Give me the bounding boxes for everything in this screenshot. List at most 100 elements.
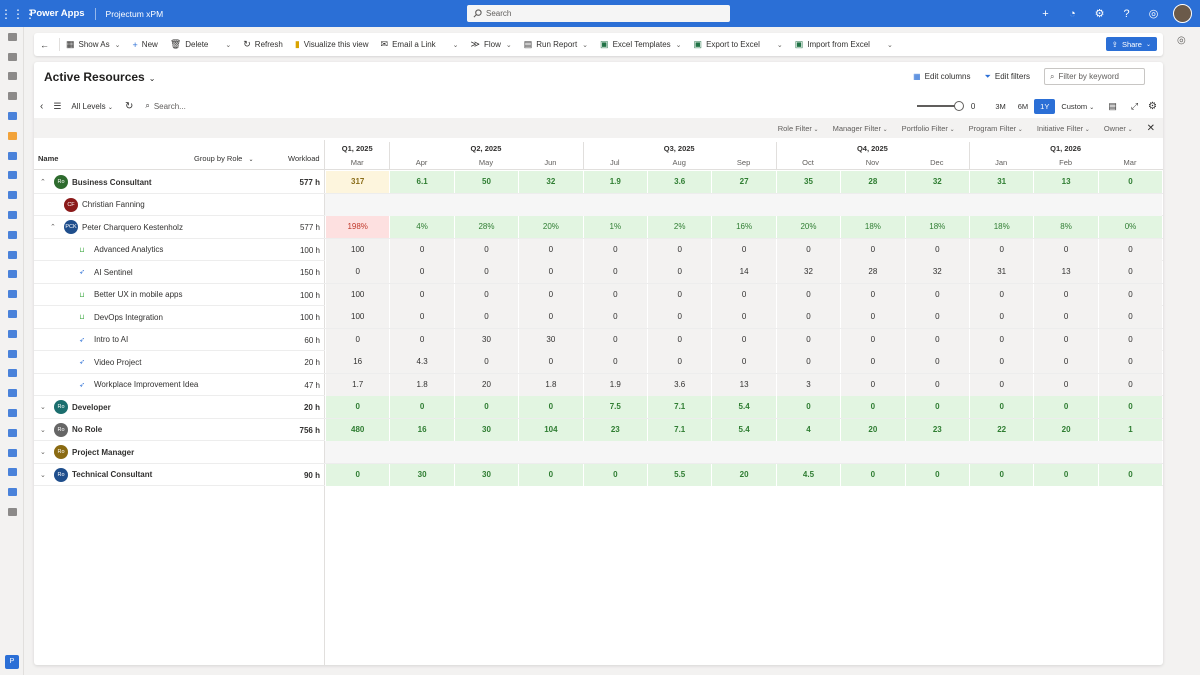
allocation-cell[interactable]: 0	[325, 396, 390, 418]
allocation-cell[interactable]: 1.7	[325, 373, 390, 396]
global-search-input[interactable]: Search	[467, 5, 730, 22]
allocation-cell[interactable]: 16	[325, 351, 390, 373]
allocation-cell[interactable]: 4.3	[389, 351, 454, 373]
plus-icon[interactable]: +	[1042, 7, 1049, 20]
nav-home-icon[interactable]	[0, 106, 24, 126]
allocation-cell[interactable]: 0	[1033, 283, 1098, 306]
expand-chevron-icon[interactable]: ⌄	[40, 404, 46, 411]
allocation-cell[interactable]: 3.6	[647, 373, 712, 396]
allocation-cell[interactable]: 0	[325, 261, 390, 283]
allocation-cell[interactable]: 30	[453, 463, 519, 486]
edit-filters-button[interactable]: ⏷ Edit filters	[984, 72, 1030, 82]
allocation-cell[interactable]: 13	[1033, 261, 1098, 283]
allocation-cell[interactable]: 0	[969, 373, 1034, 396]
allocation-cell[interactable]: 0	[840, 396, 905, 418]
allocation-cell[interactable]: 4	[775, 418, 841, 441]
zoom-6m-button[interactable]: 6M	[1017, 101, 1029, 111]
allocation-cell[interactable]: 13	[711, 373, 776, 396]
keyword-filter-input[interactable]: ⌕ Filter by keyword	[1044, 68, 1145, 85]
allocation-cell[interactable]: 31	[969, 171, 1034, 193]
allocation-cell[interactable]: 0	[1033, 328, 1098, 351]
app-name[interactable]: Power Apps	[30, 8, 85, 19]
allocation-cell[interactable]: 0	[582, 306, 647, 328]
allocation-cell[interactable]: 0	[389, 238, 454, 261]
flow-button[interactable]: ≫ Flow ⌄	[465, 33, 518, 56]
collapse-chevron-icon[interactable]: ⌃	[40, 179, 46, 186]
filter-dropdown[interactable]: Role Filter ⌄	[778, 124, 819, 133]
project-row[interactable]: ➶ Intro to AI 60 h 0 0 30 30 0 0 0 0 0 0 0 0 0	[34, 328, 1163, 351]
more-options-chevron[interactable]: ⌄	[876, 33, 899, 56]
allocation-cell[interactable]: 28	[840, 171, 905, 193]
allocation-cell[interactable]: 18%	[904, 216, 969, 238]
allocation-cell[interactable]: 198%	[325, 216, 390, 238]
allocation-cell[interactable]: 3	[775, 373, 841, 396]
allocation-cell[interactable]: 28	[840, 261, 905, 283]
allocation-cell[interactable]: 32	[904, 171, 969, 193]
allocation-cell[interactable]: 0	[904, 351, 969, 373]
allocation-cell[interactable]: 0%	[1097, 216, 1163, 238]
allocation-cell[interactable]: 0	[389, 306, 454, 328]
resource-row[interactable]: ⌃ PCK Peter Charquero Kestenholz 577 h 198% 4…	[34, 216, 1163, 239]
zoom-slider[interactable]	[916, 101, 964, 111]
show-as-button[interactable]: ▦ Show As ⌄	[60, 33, 127, 56]
allocation-cell[interactable]: 0	[904, 306, 969, 328]
delete-button[interactable]: 🗑 Delete	[164, 33, 215, 56]
allocation-cell[interactable]: 0	[840, 306, 905, 328]
filter-dropdown[interactable]: Program Filter ⌄	[969, 124, 1023, 133]
nav-network-icon[interactable]	[0, 284, 24, 304]
allocation-cell[interactable]: 0	[1097, 463, 1163, 486]
allocation-cell[interactable]: 0	[518, 261, 583, 283]
expand-chevron-icon[interactable]: ⌄	[40, 449, 46, 456]
allocation-cell[interactable]: 6.1	[389, 171, 454, 193]
allocation-cell[interactable]: 0	[518, 351, 583, 373]
allocation-cell[interactable]: 28%	[453, 216, 519, 238]
allocation-cell[interactable]: 31	[969, 261, 1034, 283]
role-group-row[interactable]: ⌄ Ro Developer 20 h 0 0 0 0 7.5 7.1 5.4 0 0 0 0 0 0	[34, 396, 1163, 419]
allocation-cell[interactable]: 0	[647, 351, 712, 373]
filter-dropdown[interactable]: Portfolio Filter ⌄	[902, 124, 955, 133]
nav-reports-icon[interactable]	[0, 126, 24, 146]
nav-chat-icon[interactable]	[0, 482, 24, 502]
allocation-cell[interactable]: 0	[1097, 261, 1163, 283]
allocation-cell[interactable]: 0	[518, 238, 583, 261]
allocation-cell[interactable]: 0	[775, 238, 841, 261]
allocation-cell[interactable]: 20	[1033, 418, 1098, 441]
allocation-cell[interactable]: 0	[1033, 396, 1098, 418]
allocation-cell[interactable]: 20	[840, 418, 905, 441]
role-group-row[interactable]: ⌄ Ro No Role 756 h 480 16 30 104 23 7.1 5.4 4 20 23 22…	[34, 418, 1163, 441]
allocation-cell[interactable]: 16%	[711, 216, 776, 238]
view-selector[interactable]: Active Resources ⌄	[44, 70, 155, 84]
more-options-chevron[interactable]: ⌄	[442, 33, 465, 56]
allocation-cell[interactable]: 0	[389, 328, 454, 351]
nav-apps-icon[interactable]	[0, 225, 24, 245]
zoom-1y-button[interactable]: 1Y	[1034, 98, 1056, 114]
allocation-cell[interactable]: 0	[840, 351, 905, 373]
allocation-cell[interactable]: 0	[840, 373, 905, 396]
collapse-chevron-icon[interactable]: ⌃	[50, 224, 56, 231]
email-a-link-button[interactable]: ✉ Email a Link	[375, 33, 442, 56]
allocation-cell[interactable]: 0	[904, 283, 969, 306]
allocation-cell[interactable]: 50	[453, 171, 519, 193]
allocation-cell[interactable]: 0	[647, 306, 712, 328]
bell-icon[interactable]: ◔	[1069, 7, 1076, 20]
nav-rocket-icon[interactable]	[0, 205, 24, 225]
allocation-cell[interactable]: 0	[1097, 171, 1163, 193]
environment-name[interactable]: Projectum xPM	[105, 8, 164, 19]
calendar-settings-icon[interactable]: ▤	[1108, 100, 1117, 111]
back-button[interactable]: ←	[34, 33, 59, 56]
allocation-cell[interactable]: 0	[389, 261, 454, 283]
allocation-cell[interactable]: 100	[325, 238, 390, 261]
allocation-cell[interactable]: 0	[647, 238, 712, 261]
allocation-cell[interactable]: 23	[904, 418, 969, 441]
group-by-dropdown[interactable]: Group by Role ⌄	[194, 154, 253, 163]
project-row[interactable]: ⊔ DevOps Integration 100 h 100 0 0 0 0 0 0 0 0 0 0 0 0	[34, 306, 1163, 329]
allocation-cell[interactable]: 480	[325, 418, 390, 441]
hamburger-icon[interactable]	[0, 27, 24, 47]
allocation-cell[interactable]: 0	[775, 306, 841, 328]
allocation-cell[interactable]: 35	[775, 171, 841, 193]
allocation-cell[interactable]: 0	[582, 238, 647, 261]
run-report-button[interactable]: ▤ Run Report ⌄	[518, 33, 594, 56]
allocation-cell[interactable]: 0	[518, 463, 583, 486]
allocation-cell[interactable]: 0	[582, 351, 647, 373]
project-row[interactable]: ➶ Workplace Improvement Idea 47 h 1.7 1.8 20 1…	[34, 373, 1163, 396]
